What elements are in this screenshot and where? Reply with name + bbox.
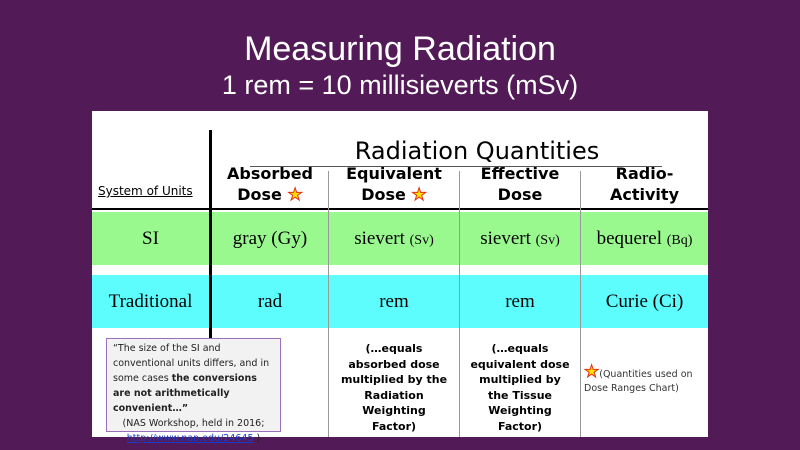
table-heading: Radiation Quantities xyxy=(354,137,600,165)
star-icon: ★ xyxy=(287,185,303,206)
radiation-table: Radiation Quantities System of Units Abs… xyxy=(92,111,708,444)
slide-subtitle: 1 rem = 10 millisieverts (mSv) xyxy=(221,70,579,100)
column-absorbed-dose: Absorbed Dose ★ xyxy=(227,164,313,206)
si-absorbed: gray (Gy) xyxy=(232,228,308,249)
effective-dose-note: (…equals equivalent dose multiplied by t… xyxy=(470,342,570,433)
si-radioactivity: bequerel (Bq) xyxy=(596,228,693,249)
trad-equivalent: rem xyxy=(379,291,409,312)
column-radioactivity: Radio- Activity xyxy=(610,164,679,204)
nas-link[interactable]: http://www.nap.edu/24645 xyxy=(126,433,254,444)
si-row xyxy=(92,212,708,265)
star-icon: ★ xyxy=(411,185,427,206)
slide-title: Measuring Radiation xyxy=(244,30,556,68)
system-of-units-label: System of Units xyxy=(98,184,193,198)
system-traditional: Traditional xyxy=(108,291,193,312)
trad-absorbed: rad xyxy=(257,291,283,312)
equivalent-dose-note: (…equals absorbed dose multiplied by the… xyxy=(340,342,448,433)
star-legend: ★(Quantities used on Dose Ranges Chart) xyxy=(583,362,693,394)
column-effective-dose: Effective Dose xyxy=(480,164,560,204)
main-vertical-divider xyxy=(209,130,212,340)
trad-radioactivity: Curie (Ci) xyxy=(605,291,684,312)
si-effective: sievert (Sv) xyxy=(480,228,560,249)
column-equivalent-dose: Equivalent Dose ★ xyxy=(346,164,442,206)
heading-underline xyxy=(250,166,662,167)
traditional-row xyxy=(92,275,708,328)
trad-effective: rem xyxy=(505,291,535,312)
nas-quote-box: “The size of the SI and conventional uni… xyxy=(106,338,281,444)
star-icon: ★ xyxy=(583,362,600,382)
system-si: SI xyxy=(142,228,159,249)
header-divider xyxy=(92,208,708,210)
si-equivalent: sievert (Sv) xyxy=(354,228,434,249)
